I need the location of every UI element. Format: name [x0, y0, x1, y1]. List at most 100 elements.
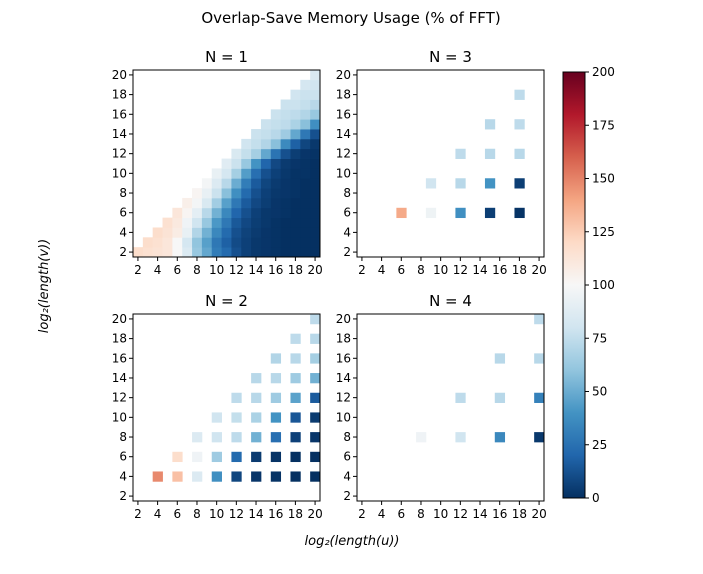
heatmap-cell	[455, 148, 466, 159]
heatmap-cell	[270, 119, 282, 130]
heatmap-cell	[425, 178, 437, 189]
heatmap-cell	[231, 148, 242, 159]
heatmap-cell	[182, 237, 193, 248]
heatmap-cell	[310, 373, 321, 384]
heatmap-cell	[260, 188, 272, 199]
heatmap-cell	[231, 197, 242, 209]
heatmap-cell	[211, 217, 222, 228]
plot-frame	[356, 69, 545, 258]
heatmap-cell	[300, 247, 311, 258]
heatmap-cell	[251, 188, 262, 199]
heatmap-cell	[251, 247, 262, 258]
heatmap-cell	[310, 119, 321, 130]
heatmap-cell	[192, 207, 203, 219]
heatmap-cell	[201, 188, 213, 199]
heatmap-cell	[310, 99, 321, 110]
heatmap-cell	[201, 217, 213, 228]
heatmap-cell	[182, 217, 193, 228]
heatmap-cell	[172, 237, 183, 248]
heatmap-cell	[211, 178, 222, 189]
x-tick-label: 18	[288, 507, 303, 521]
heatmap-cell	[251, 138, 262, 150]
heatmap-cell	[241, 217, 252, 228]
x-tick-label: 4	[378, 263, 386, 277]
heatmap-cell	[182, 247, 193, 258]
heatmap-cell	[211, 412, 222, 423]
heatmap-cell	[290, 451, 301, 463]
heatmap-cell	[310, 178, 321, 189]
heatmap-cell	[231, 227, 242, 238]
heatmap-cell	[270, 247, 282, 258]
y-tick-label: 18	[112, 88, 127, 102]
plot-frame	[132, 313, 321, 502]
heatmap-cell	[142, 237, 154, 248]
heatmap-cell	[270, 138, 282, 150]
heatmap-cell	[280, 227, 291, 238]
heatmap-cell	[142, 247, 154, 258]
heatmap-cell	[221, 247, 232, 258]
heatmap-cell	[290, 247, 301, 258]
y-tick-label: 18	[112, 332, 127, 346]
heatmap-cell	[290, 237, 301, 248]
heatmap-cell	[221, 227, 232, 238]
heatmap-cell	[290, 373, 301, 384]
x-tick-label: 8	[193, 507, 201, 521]
y-tick-label: 16	[112, 351, 127, 365]
heatmap-cell	[290, 471, 301, 482]
heatmap-cell	[310, 188, 321, 199]
x-tick-label: 14	[248, 507, 263, 521]
heatmap-cell	[221, 207, 232, 219]
x-tick-label: 12	[229, 507, 244, 521]
heatmap-cell	[241, 148, 252, 159]
panel-title: N = 2	[205, 292, 248, 310]
y-tick-label: 14	[336, 127, 351, 141]
heatmap-cell	[270, 109, 282, 120]
heatmap-cell	[231, 237, 242, 248]
heatmap-cell	[192, 247, 203, 258]
heatmap-cell	[300, 168, 311, 179]
heatmap-cell	[260, 148, 272, 159]
colorbar-tick-label: 150	[592, 172, 615, 186]
heatmap-cell	[241, 178, 252, 189]
colorbar-tick-label: 125	[592, 225, 615, 239]
heatmap-cell	[231, 412, 242, 423]
heatmap-cell	[280, 188, 291, 199]
heatmap-cell	[290, 333, 301, 344]
heatmap-cell	[221, 197, 232, 209]
heatmap-cell	[280, 197, 291, 209]
heatmap-cell	[221, 158, 232, 169]
heatmap-cell	[290, 119, 301, 130]
x-tick-label: 12	[229, 263, 244, 277]
heatmap-cell	[300, 138, 311, 150]
heatmap-cell	[231, 178, 242, 189]
colorbar: 0 25 50 75 100 125 150 175 200	[562, 65, 615, 505]
y-tick-label: 2	[343, 489, 351, 503]
heatmap-cell	[300, 89, 311, 100]
heatmap-cell	[211, 227, 222, 238]
heatmap-cell	[221, 188, 232, 199]
heatmap-cell	[231, 188, 242, 199]
heatmap-cell	[241, 158, 252, 169]
heatmap-cell	[270, 148, 282, 159]
heatmap-cell	[280, 217, 291, 228]
y-tick-label: 4	[119, 469, 127, 483]
heatmap-cell	[290, 412, 301, 423]
heatmap-cell	[455, 207, 466, 219]
heatmap-cell	[300, 237, 311, 248]
heatmap-cell	[260, 158, 272, 169]
heatmap-cell	[396, 207, 407, 219]
heatmap-cell	[211, 207, 222, 219]
heatmap-cell	[201, 237, 213, 248]
heatmap-cell	[484, 178, 496, 189]
heatmap-cell	[300, 148, 311, 159]
heatmap-cell	[260, 119, 272, 130]
heatmap-cell	[310, 129, 321, 140]
heatmap-cell	[300, 227, 311, 238]
heatmap-cell	[300, 129, 311, 140]
heatmap-cell	[192, 237, 203, 248]
heatmap-cell	[290, 392, 301, 403]
heatmap-cell	[172, 207, 183, 219]
heatmap-cell	[172, 247, 183, 258]
heatmap-cell	[251, 392, 262, 403]
y-tick-label: 16	[336, 107, 351, 121]
